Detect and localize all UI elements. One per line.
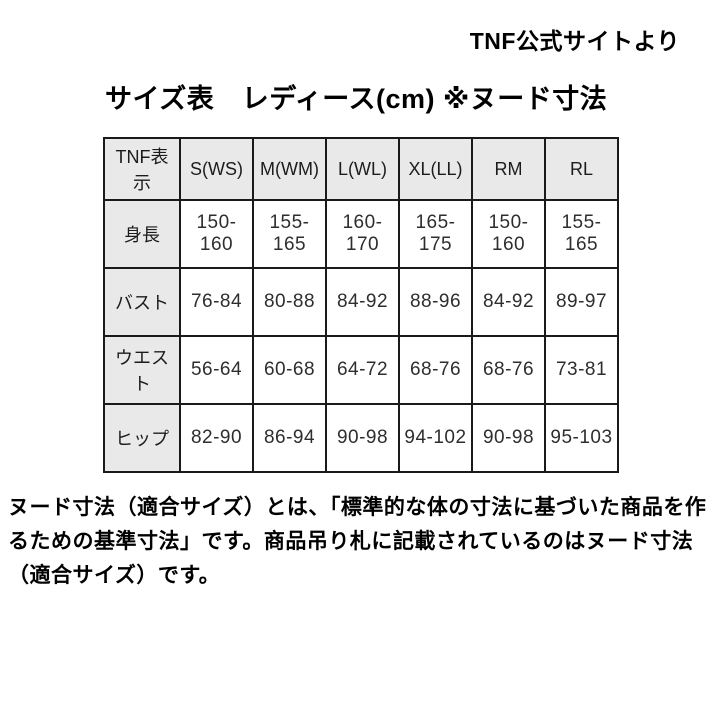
- size-cell: 150-160: [471, 199, 546, 269]
- size-cell: 155-165: [252, 199, 327, 269]
- column-header: RM: [471, 137, 546, 201]
- source-note: TNF公式サイトより: [469, 28, 680, 54]
- row-label: ヒップ: [103, 403, 181, 473]
- size-table: TNF表示 S(WS) M(WM) L(WL) XL(LL) RM RL 身長 150-160…: [103, 137, 619, 473]
- column-header: RL: [544, 137, 619, 201]
- row-label: 身長: [103, 199, 181, 269]
- table-row: バスト 76-84 80-88 84-92 88-96 84-92 89-97: [103, 267, 619, 337]
- footnote-line: るための基準寸法」です。商品吊り札に記載されているのはヌード寸法: [8, 530, 694, 553]
- size-cell: 84-92: [325, 267, 400, 337]
- column-header: S(WS): [179, 137, 254, 201]
- size-cell: 95-103: [544, 403, 619, 473]
- table-row: ヒップ 82-90 86-94 90-98 94-102 90-98 95-103: [103, 403, 619, 473]
- column-header: M(WM): [252, 137, 327, 201]
- size-table-header: TNF表示 S(WS) M(WM) L(WL) XL(LL) RM RL: [103, 137, 619, 201]
- size-cell: 68-76: [398, 335, 473, 405]
- size-cell: 68-76: [471, 335, 546, 405]
- size-cell: 64-72: [325, 335, 400, 405]
- size-cell: 88-96: [398, 267, 473, 337]
- size-cell: 82-90: [179, 403, 254, 473]
- size-cell: 150-160: [179, 199, 254, 269]
- size-cell: 80-88: [252, 267, 327, 337]
- size-cell: 60-68: [252, 335, 327, 405]
- size-cell: 165-175: [398, 199, 473, 269]
- row-label: ウエスト: [103, 335, 181, 405]
- size-cell: 89-97: [544, 267, 619, 337]
- size-cell: 84-92: [471, 267, 546, 337]
- footnote: ヌード寸法（適合サイズ）とは、「標準的な体の寸法に基づいた商品を作 るための基準…: [8, 491, 716, 593]
- size-cell: 155-165: [544, 199, 619, 269]
- size-table-body: 身長 150-160 155-165 160-170 165-175 150-160 155…: [103, 199, 619, 473]
- size-cell: 94-102: [398, 403, 473, 473]
- table-row: ウエスト 56-64 60-68 64-72 68-76 68-76 73-81: [103, 335, 619, 405]
- column-header: XL(LL): [398, 137, 473, 201]
- page-title: サイズ表 レディース(cm) ※ヌード寸法: [105, 84, 608, 114]
- column-header: L(WL): [325, 137, 400, 201]
- corner-header: TNF表示: [103, 137, 181, 201]
- footnote-line: （適合サイズ）です。: [8, 564, 221, 587]
- header-row: TNF表示 S(WS) M(WM) L(WL) XL(LL) RM RL: [103, 137, 619, 201]
- size-cell: 160-170: [325, 199, 400, 269]
- size-cell: 90-98: [471, 403, 546, 473]
- size-cell: 86-94: [252, 403, 327, 473]
- table-row: 身長 150-160 155-165 160-170 165-175 150-160 155…: [103, 199, 619, 269]
- size-cell: 90-98: [325, 403, 400, 473]
- size-cell: 73-81: [544, 335, 619, 405]
- size-cell: 56-64: [179, 335, 254, 405]
- footnote-line: ヌード寸法（適合サイズ）とは、「標準的な体の寸法に基づいた商品を作: [8, 496, 707, 519]
- size-cell: 76-84: [179, 267, 254, 337]
- row-label: バスト: [103, 267, 181, 337]
